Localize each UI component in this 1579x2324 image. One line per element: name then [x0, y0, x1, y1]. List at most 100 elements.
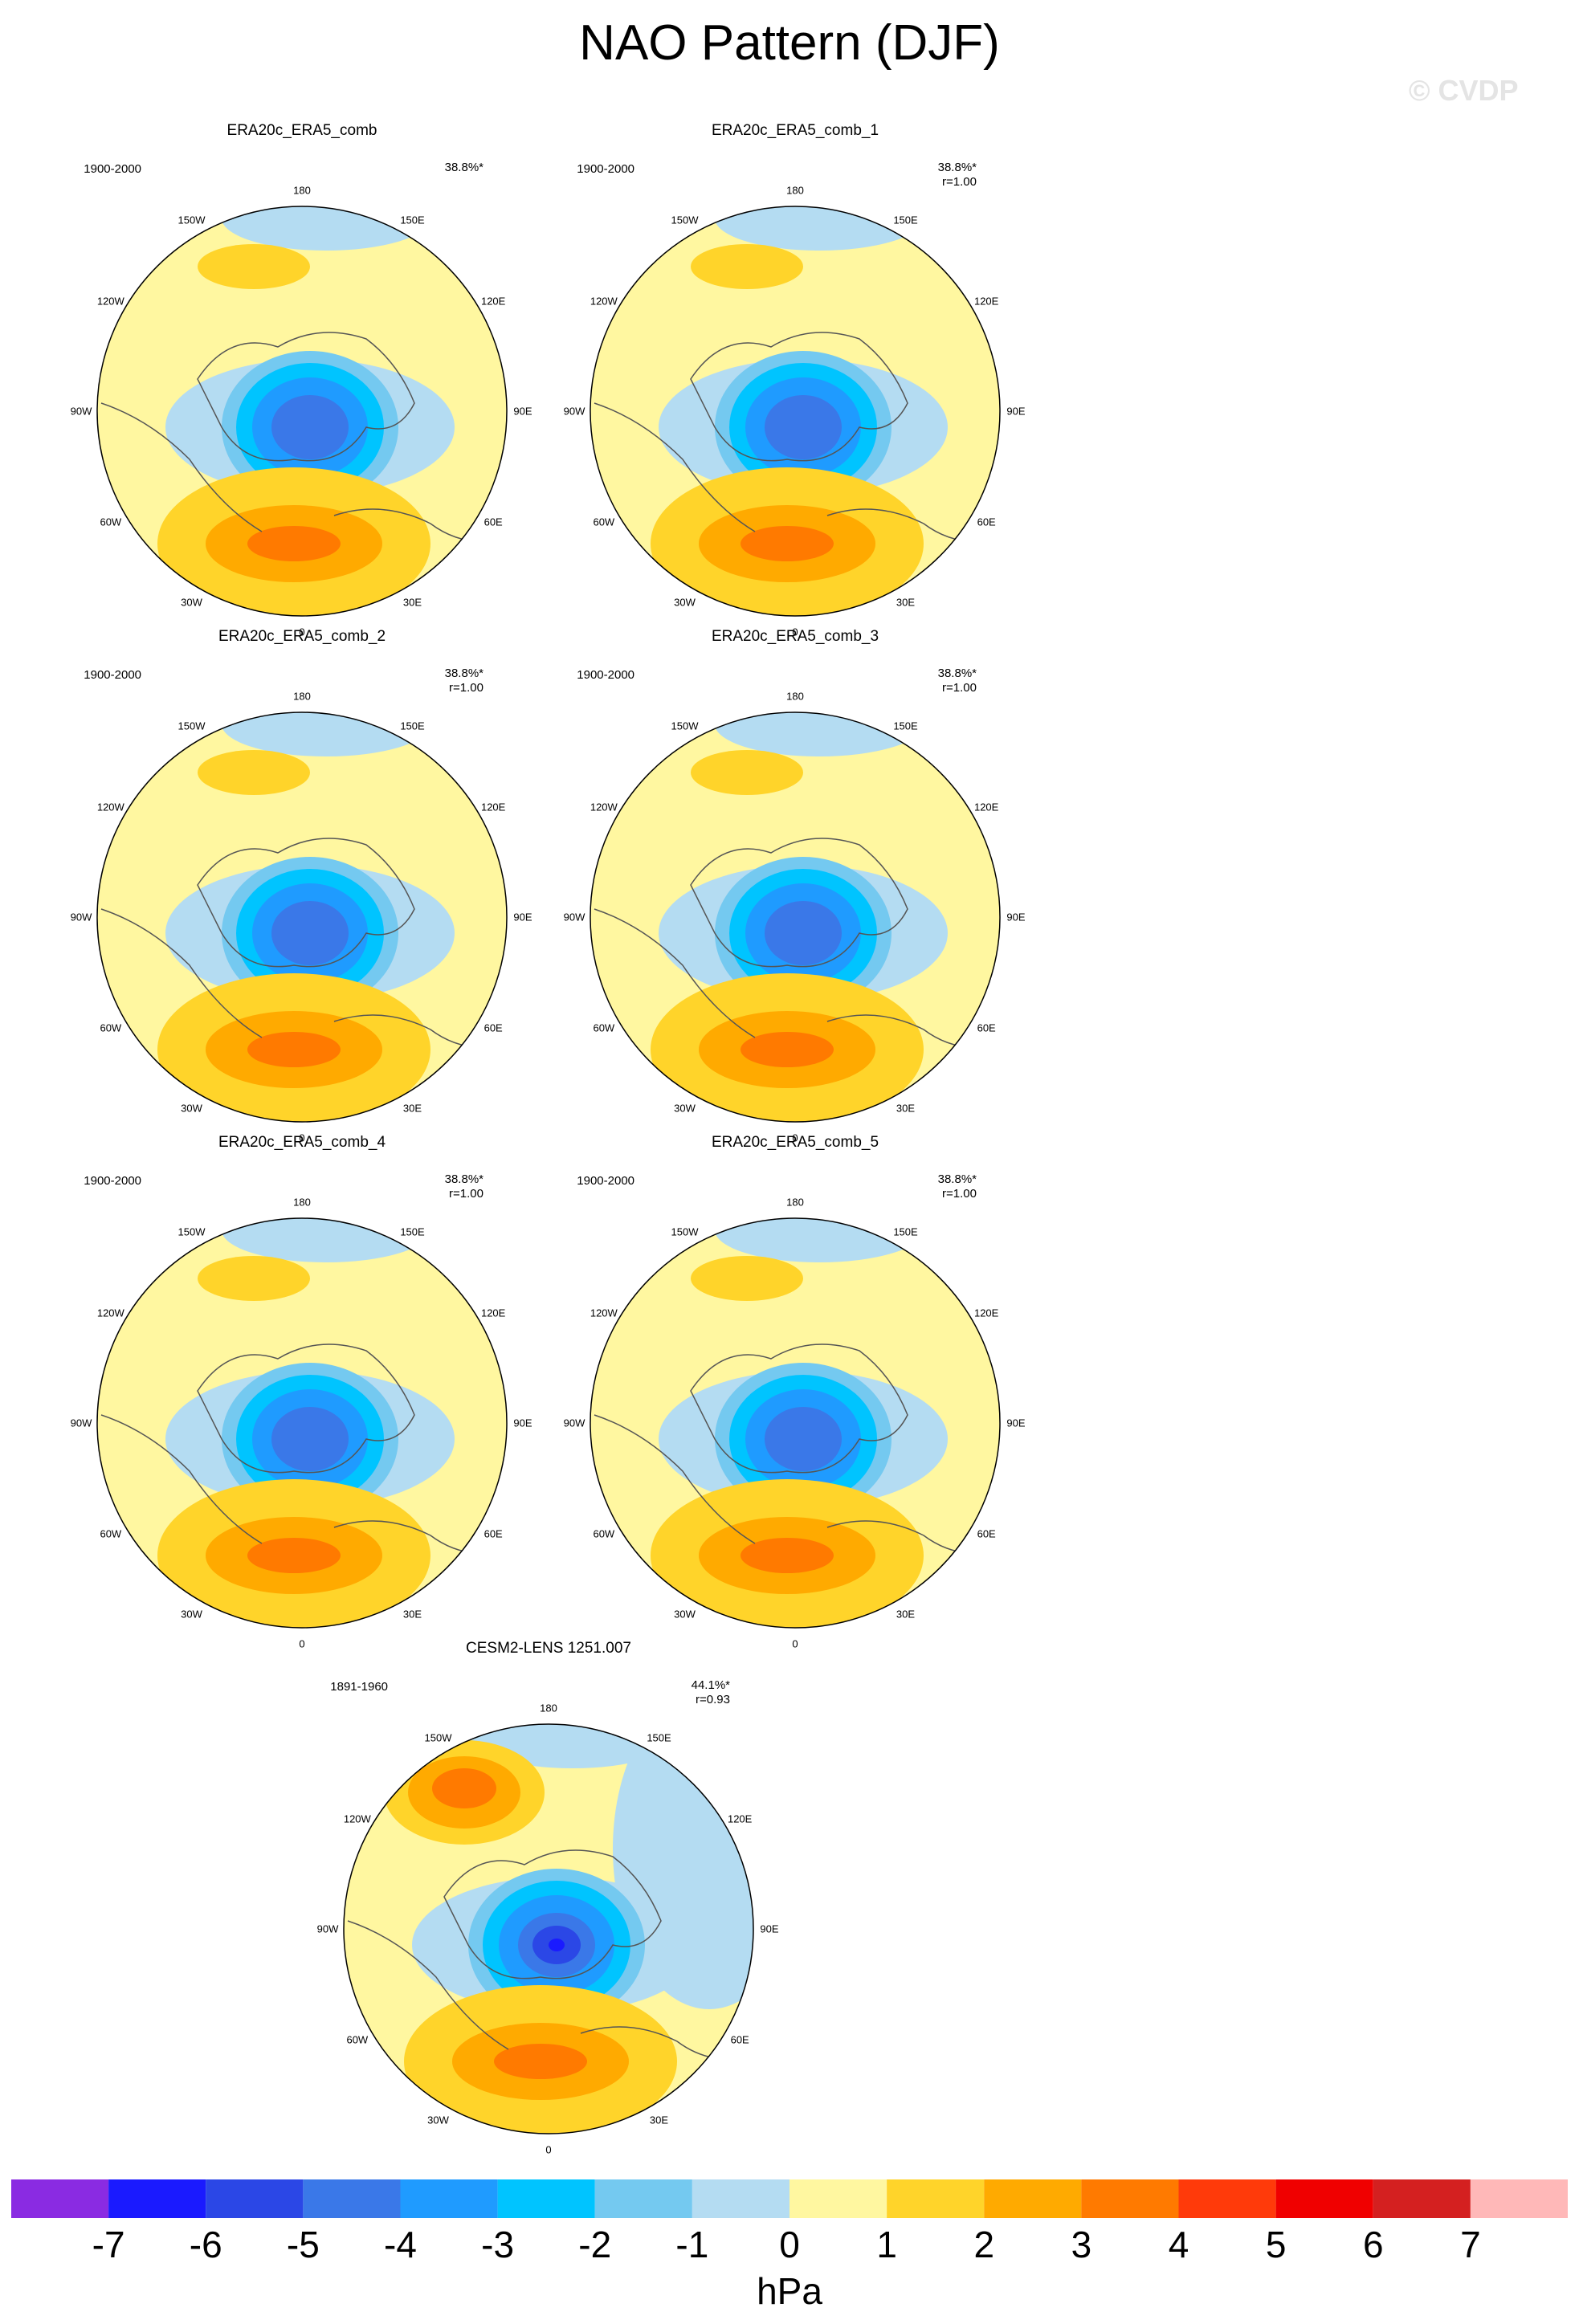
- panel-title: ERA20c_ERA5_comb_3: [711, 628, 879, 645]
- longitude-label: 180: [293, 1196, 311, 1209]
- longitude-label: 30W: [181, 596, 202, 609]
- atlantic-high-contour: [741, 1538, 834, 1573]
- longitude-label: 30E: [649, 2114, 669, 2126]
- polar-map: [96, 711, 508, 1123]
- longitude-label: 120E: [973, 801, 999, 813]
- pacific-negative-cap: [715, 206, 924, 251]
- panel-pattern-correlation: r=1.00: [942, 681, 977, 695]
- colorbar-tick-label: -3: [481, 2224, 515, 2265]
- arctic-low-contour: [271, 395, 349, 459]
- colorbar-tick-label: -6: [189, 2224, 222, 2265]
- pacific-positive-contour: [198, 244, 310, 289]
- colorbar-swatch: [790, 2179, 887, 2218]
- map-border: [590, 1217, 1001, 1629]
- coastline: [197, 1343, 415, 1474]
- longitude-label: 90E: [513, 911, 532, 923]
- longitude-label: 180: [786, 1196, 804, 1209]
- longitude-label: 30W: [674, 1608, 696, 1621]
- panel-title: ERA20c_ERA5_comb_4: [218, 1134, 386, 1151]
- longitude-label: 90E: [1006, 1417, 1026, 1429]
- arctic-low-contour: [765, 395, 842, 459]
- map-border: [96, 1217, 508, 1629]
- longitude-label: 150W: [177, 1225, 206, 1238]
- colorbar-tick-label: 1: [876, 2224, 897, 2265]
- longitude-label: 0: [299, 626, 305, 638]
- colorbar-swatch: [1081, 2179, 1179, 2218]
- colorbar-tick-label: 7: [1460, 2224, 1481, 2265]
- longitude-label: 30E: [896, 1608, 916, 1621]
- panel-period: 1900-2000: [577, 162, 634, 176]
- longitude-label: 0: [545, 2143, 552, 2156]
- colorbar-tick-label: 2: [973, 2224, 995, 2265]
- colorbar-swatch: [692, 2179, 790, 2218]
- panel-title: ERA20c_ERA5_comb_5: [711, 1134, 879, 1151]
- panel-pct-variance: 38.8%*: [444, 161, 483, 174]
- atlantic-high-contour: [741, 1032, 834, 1067]
- pacific-negative-cap: [715, 1218, 924, 1262]
- longitude-label: 0: [299, 1637, 305, 1650]
- longitude-label: 30E: [402, 1102, 422, 1115]
- map-panel: CESM2-LENS 1251.007 1891-1960 44.1%* r=0.93…: [300, 1640, 798, 2156]
- colorbar-swatch: [108, 2179, 206, 2218]
- longitude-label: 90E: [513, 405, 532, 418]
- panel-pct-variance: 38.8%*: [444, 667, 483, 680]
- longitude-label: 120E: [727, 1812, 753, 1825]
- pacific-positive-contour: [198, 750, 310, 795]
- atlantic-high-contour: [247, 526, 341, 561]
- longitude-label: 180: [293, 184, 311, 197]
- panel-pattern-correlation: r=0.93: [696, 1693, 730, 1706]
- polar-map: [96, 206, 508, 617]
- panel-pct-variance: 38.8%*: [937, 161, 977, 174]
- longitude-label: 120E: [973, 1307, 999, 1319]
- panel-period: 1900-2000: [577, 668, 634, 682]
- longitude-label: 30W: [427, 2114, 449, 2126]
- longitude-label: 150E: [400, 720, 425, 732]
- longitude-label: 120W: [590, 801, 618, 813]
- longitude-label: 150E: [400, 214, 425, 226]
- colorbar-swatch: [497, 2179, 595, 2218]
- colorbar-units: hPa: [757, 2270, 822, 2312]
- map-panel: ERA20c_ERA5_comb_3 1900-2000 38.8%* r=1.00 1…: [546, 628, 1044, 1144]
- colorbar-tick-label: 4: [1168, 2224, 1189, 2265]
- colorbar-swatch: [984, 2179, 1082, 2218]
- panel-period: 1900-2000: [84, 668, 141, 682]
- colorbar-tick-label: 0: [779, 2224, 800, 2265]
- longitude-label: 90W: [70, 405, 92, 418]
- pacific-positive-contour: [691, 1256, 803, 1301]
- panel-title: ERA20c_ERA5_comb_2: [218, 628, 386, 645]
- panel-period: 1900-2000: [577, 1174, 634, 1188]
- longitude-label: 0: [299, 1131, 305, 1144]
- coastline: [690, 838, 908, 968]
- arctic-low-contour: [271, 1407, 349, 1471]
- longitude-label: 60W: [593, 1021, 615, 1034]
- longitude-label: 150W: [424, 1731, 452, 1744]
- longitude-label: 30W: [674, 596, 696, 609]
- map-panel: ERA20c_ERA5_comb_1 1900-2000 38.8%* r=1.00 1…: [546, 122, 1044, 638]
- pacific-negative-cap: [222, 1218, 430, 1262]
- arctic-low-contour: [765, 1407, 842, 1471]
- longitude-label: 60W: [100, 1527, 122, 1539]
- panel-period: 1900-2000: [84, 162, 141, 176]
- polar-map: [590, 206, 1001, 617]
- pacific-negative-cap: [468, 1724, 677, 1768]
- colorbar-tick-label: -1: [675, 2224, 709, 2265]
- colorbar-swatch: [400, 2179, 498, 2218]
- atlantic-high-contour: [247, 1032, 341, 1067]
- colorbar: [11, 2179, 1568, 2218]
- polar-map: [96, 1217, 508, 1629]
- longitude-label: 120W: [96, 295, 124, 307]
- longitude-label: 60W: [100, 1021, 122, 1034]
- longitude-label: 120E: [480, 1307, 506, 1319]
- longitude-label: 30W: [181, 1102, 202, 1115]
- longitude-label: 60E: [483, 516, 503, 528]
- coastline: [197, 838, 415, 968]
- longitude-label: 60E: [977, 1021, 996, 1034]
- coastline: [443, 1849, 662, 1979]
- longitude-label: 120W: [343, 1812, 371, 1825]
- longitude-label: 90W: [70, 911, 92, 923]
- map-panel: ERA20c_ERA5_comb_2 1900-2000 38.8%* r=1.00 1…: [53, 628, 551, 1144]
- longitude-label: 120W: [590, 1307, 618, 1319]
- panel-pattern-correlation: r=1.00: [942, 175, 977, 189]
- polar-map: [590, 1217, 1001, 1629]
- panel-pattern-correlation: r=1.00: [449, 1187, 483, 1201]
